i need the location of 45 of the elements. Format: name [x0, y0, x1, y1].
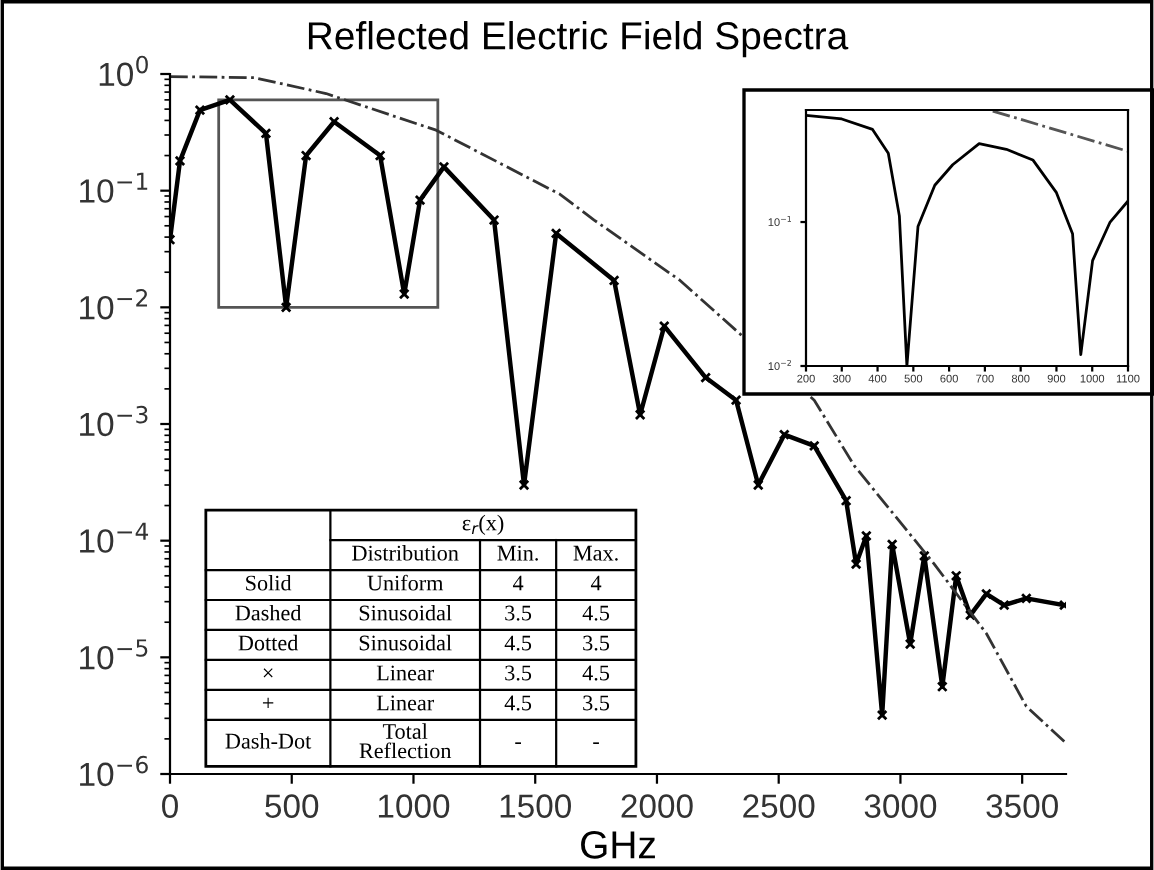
- annotation: 3.5: [583, 695, 610, 711]
- y-tick-label: 10$^{−5}$: [80, 639, 148, 670]
- annotation: Solid: [246, 574, 292, 591]
- annotation: ε$_{r}$(x): [462, 514, 504, 536]
- x-tick-label: 500: [265, 794, 319, 818]
- annotation: Sinusoidal: [359, 634, 452, 651]
- annotation: Dash-Dot: [225, 733, 312, 749]
- annotation: Linear: [376, 695, 434, 711]
- annotation: Sinusoidal: [359, 604, 452, 621]
- chart-title: Reflected Electric Field Spectra: [308, 21, 849, 58]
- y-tick-label: 10$^{−6}$: [80, 755, 148, 787]
- annotation: Dotted: [238, 634, 299, 651]
- annotation: 3.5: [583, 635, 610, 651]
- x-tick-label: 0: [162, 794, 178, 818]
- annotation: 4.5: [582, 665, 610, 681]
- x-tick-label: 3500: [986, 794, 1058, 818]
- annotation: Max.: [573, 545, 618, 561]
- x-tick-label: 1500: [500, 794, 571, 818]
- annotation: -: [515, 742, 521, 745]
- annotation: Min.: [497, 545, 538, 561]
- annotation: Distribution: [352, 544, 459, 561]
- x-tick-label: 3000: [864, 794, 937, 818]
- annotation: Linear: [376, 665, 434, 681]
- x-tick-label: 1000: [378, 794, 450, 818]
- annotation: 3.5: [505, 665, 532, 681]
- annotation: -: [593, 742, 599, 745]
- annotation: 3.5: [505, 605, 532, 621]
- y-tick-label: 10$^{−4}$: [80, 522, 149, 553]
- annotation: 4: [512, 575, 524, 591]
- y-tick-label: 10$^{−2}$: [80, 289, 148, 320]
- x-tick-label: 2000: [621, 794, 693, 818]
- annotation: 4.5: [582, 605, 610, 621]
- annotation: 4.5: [504, 695, 532, 711]
- y-tick-label: 10$^{0}$: [99, 55, 148, 87]
- annotation: Total Reflection: [359, 723, 452, 759]
- annotation: ×: [263, 668, 273, 678]
- annotation: +: [262, 697, 274, 709]
- annotation: 4.5: [504, 635, 532, 651]
- x-axis-title: GHz: [581, 831, 655, 859]
- annotation: 4: [590, 575, 602, 591]
- y-tick-label: 10$^{−3}$: [80, 405, 148, 437]
- x-tick-label: 2500: [743, 794, 815, 818]
- annotation: Dashed: [235, 604, 302, 621]
- annotation: Uniform: [367, 574, 444, 591]
- y-tick-label: 10$^{−1}$: [80, 172, 148, 203]
